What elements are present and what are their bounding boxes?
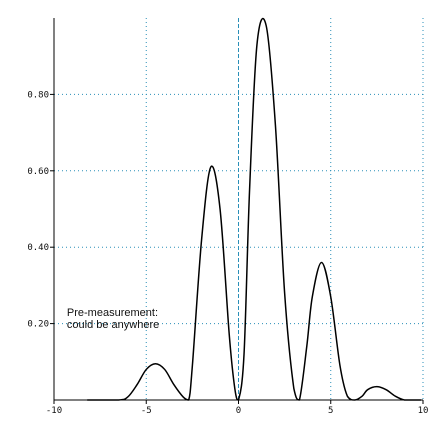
probability-curve <box>87 17 422 401</box>
y-tick-label: 0.40 <box>27 243 49 253</box>
x-tick-label: -5 <box>141 406 152 416</box>
y-tick-label: 0.80 <box>27 90 49 100</box>
y-tick-label: 0.20 <box>27 320 49 330</box>
x-tick-label: -10 <box>46 406 62 416</box>
annotation: Pre-measurement: could be anywhere <box>67 307 159 331</box>
grid <box>54 18 424 400</box>
tick-labels: -10 -5 0 5 10 0.20 0.40 0.60 0.80 <box>27 90 428 416</box>
annotation-line-1: Pre-measurement: <box>67 307 158 319</box>
x-tick-label: 10 <box>418 406 429 416</box>
x-tick-label: 0 <box>236 406 241 416</box>
series <box>87 17 422 401</box>
y-tick-label: 0.60 <box>27 167 49 177</box>
annotation-line-2: could be anywhere <box>67 319 159 331</box>
axes <box>50 18 424 404</box>
x-tick-label: 5 <box>328 406 333 416</box>
